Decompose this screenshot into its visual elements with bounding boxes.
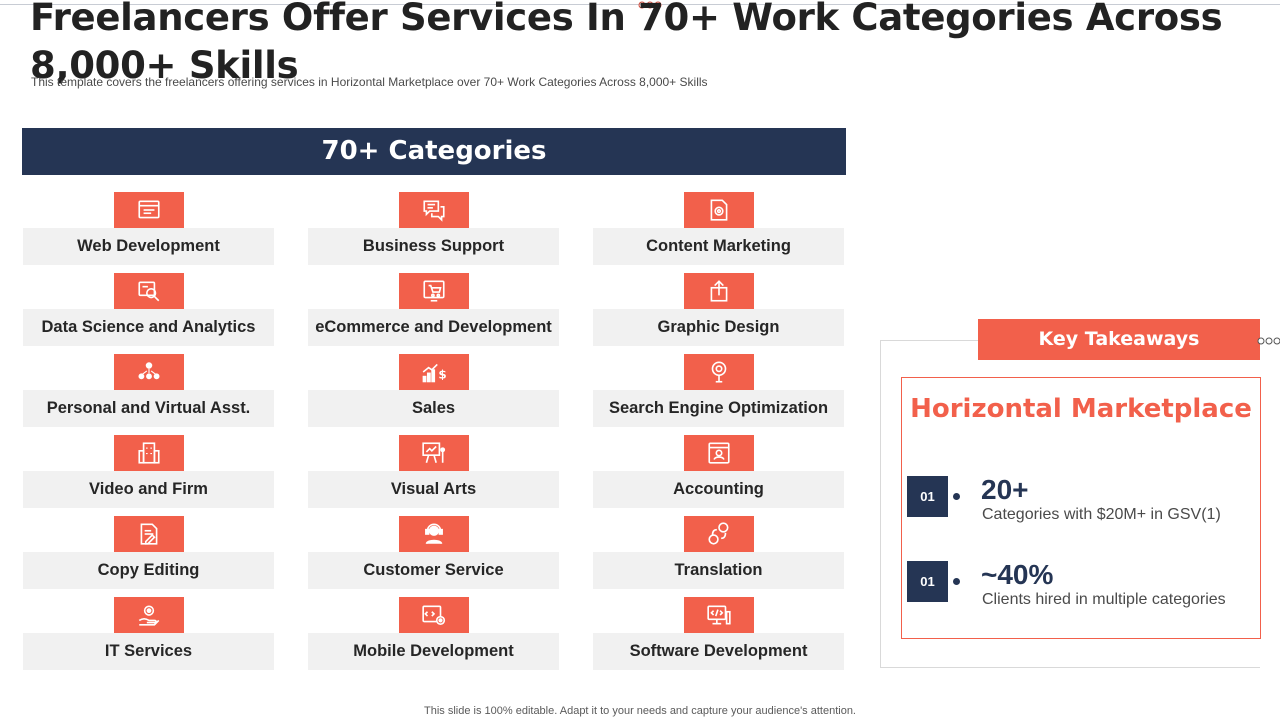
bullet-dot-icon bbox=[953, 493, 960, 500]
ornament-dots-icon bbox=[1257, 337, 1280, 345]
category-tile-software-development: Software Development bbox=[593, 597, 844, 670]
category-tile-graphic-design: Graphic Design bbox=[593, 273, 844, 346]
category-tile-mobile-development: Mobile Development bbox=[308, 597, 559, 670]
top-ornament-icon bbox=[638, 1, 662, 9]
headset-agent-icon bbox=[399, 516, 469, 552]
category-tile-data-science: Data Science and Analytics bbox=[23, 273, 274, 346]
category-tile-it-services: IT Services bbox=[23, 597, 274, 670]
category-tile-business-support: Business Support bbox=[308, 192, 559, 265]
category-label: Software Development bbox=[593, 633, 844, 670]
horizontal-marketplace-box bbox=[901, 377, 1261, 639]
category-label: Search Engine Optimization bbox=[593, 390, 844, 427]
category-label: Sales bbox=[308, 390, 559, 427]
top-rule bbox=[0, 4, 1280, 5]
category-tile-video-firm: Video and Firm bbox=[23, 435, 274, 508]
presentation-board-icon bbox=[399, 435, 469, 471]
category-label: Video and Firm bbox=[23, 471, 274, 508]
category-label: Copy Editing bbox=[23, 552, 274, 589]
category-label: Data Science and Analytics bbox=[23, 309, 274, 346]
category-tile-visual-arts: Visual Arts bbox=[308, 435, 559, 508]
profile-window-icon bbox=[684, 435, 754, 471]
category-tile-accounting: Accounting bbox=[593, 435, 844, 508]
upload-box-icon bbox=[684, 273, 754, 309]
categories-header: 70+ Categories bbox=[22, 128, 846, 175]
translate-bubbles-icon bbox=[684, 516, 754, 552]
category-label: Business Support bbox=[308, 228, 559, 265]
growth-chart-dollar-icon: $ bbox=[399, 354, 469, 390]
category-tile-copy-editing: Copy Editing bbox=[23, 516, 274, 589]
horizontal-marketplace-heading: Horizontal Marketplace bbox=[910, 394, 1252, 424]
stat-value: 20+ bbox=[981, 474, 1029, 505]
people-network-icon bbox=[114, 354, 184, 390]
document-gear-icon bbox=[684, 192, 754, 228]
category-label: Accounting bbox=[593, 471, 844, 508]
svg-text:$: $ bbox=[438, 368, 446, 382]
category-label: IT Services bbox=[23, 633, 274, 670]
building-icon bbox=[114, 435, 184, 471]
data-magnifier-icon bbox=[114, 273, 184, 309]
category-label: Graphic Design bbox=[593, 309, 844, 346]
category-tile-virtual-asst: Personal and Virtual Asst. bbox=[23, 354, 274, 427]
category-tile-translation: Translation bbox=[593, 516, 844, 589]
browser-code-icon bbox=[114, 192, 184, 228]
category-label: Personal and Virtual Asst. bbox=[23, 390, 274, 427]
stat-description: Clients hired in multiple categories bbox=[982, 591, 1226, 608]
category-tile-seo: Search Engine Optimization bbox=[593, 354, 844, 427]
category-label: Customer Service bbox=[308, 552, 559, 589]
category-tile-ecommerce: eCommerce and Development bbox=[308, 273, 559, 346]
category-label: Web Development bbox=[23, 228, 274, 265]
monitor-code-icon bbox=[684, 597, 754, 633]
category-label: eCommerce and Development bbox=[308, 309, 559, 346]
category-tile-content-marketing: Content Marketing bbox=[593, 192, 844, 265]
shopping-cart-icon bbox=[399, 273, 469, 309]
stat-number-badge: 01 bbox=[907, 476, 948, 517]
category-tile-web-development: Web Development bbox=[23, 192, 274, 265]
category-label: Content Marketing bbox=[593, 228, 844, 265]
tablet-gear-icon bbox=[399, 597, 469, 633]
stat-value: ~40% bbox=[981, 559, 1054, 590]
stat-number-badge: 01 bbox=[907, 561, 948, 602]
hand-gear-icon bbox=[114, 597, 184, 633]
seo-gear-icon bbox=[684, 354, 754, 390]
category-label: Mobile Development bbox=[308, 633, 559, 670]
footer-note: This slide is 100% editable. Adapt it to… bbox=[424, 705, 856, 717]
document-pen-icon bbox=[114, 516, 184, 552]
category-label: Visual Arts bbox=[308, 471, 559, 508]
bullet-dot-icon bbox=[953, 578, 960, 585]
slide-title: Freelancers Offer Services In 70+ Work C… bbox=[30, 0, 1223, 87]
key-takeaways-header: Key Takeaways bbox=[978, 319, 1260, 360]
category-label: Translation bbox=[593, 552, 844, 589]
category-tile-customer-service: Customer Service bbox=[308, 516, 559, 589]
stat-description: Categories with $20M+ in GSV(1) bbox=[982, 506, 1221, 523]
slide-subtitle: This template covers the freelancers off… bbox=[31, 75, 708, 89]
category-tile-sales: $ Sales bbox=[308, 354, 559, 427]
chat-bubbles-icon bbox=[399, 192, 469, 228]
